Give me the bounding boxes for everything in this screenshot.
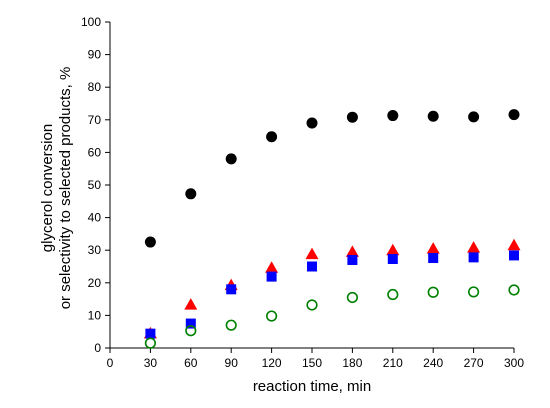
tick-labels: 0 30 60 90 120 150 180 210 240 270 300 0 10 20 30 40 50 6… bbox=[81, 15, 524, 370]
data-point-open-circle bbox=[387, 288, 399, 301]
y-tick-label: 10 bbox=[88, 308, 102, 322]
data-point-square bbox=[307, 261, 317, 272]
data-point-circle bbox=[185, 188, 197, 200]
data-point-circle bbox=[346, 111, 358, 123]
data-point-square bbox=[145, 328, 156, 339]
data-point-circle bbox=[225, 153, 237, 165]
y-tick-label: 70 bbox=[88, 113, 102, 127]
x-tick-label: 30 bbox=[144, 356, 158, 370]
y-tick-label: 90 bbox=[88, 48, 102, 62]
data-point-open-circle bbox=[468, 286, 480, 298]
data-point-square bbox=[428, 253, 439, 264]
data-point-circle bbox=[306, 117, 318, 129]
data-point-triangle bbox=[265, 261, 279, 273]
data-point-open-circle bbox=[144, 337, 156, 349]
x-tick-label: 210 bbox=[383, 356, 403, 370]
data-point-open-circle bbox=[306, 299, 318, 311]
x-tick-label: 180 bbox=[342, 356, 362, 370]
x-tick-label: 240 bbox=[423, 356, 443, 370]
data-point-square bbox=[509, 250, 519, 261]
series-2 bbox=[143, 238, 521, 339]
series-1 bbox=[144, 109, 520, 248]
axes bbox=[109, 22, 514, 349]
y-axis-title-line-2: or selectivity to selected products, % bbox=[57, 67, 74, 310]
data-point-triangle bbox=[467, 241, 481, 253]
data-point-open-circle bbox=[185, 325, 197, 337]
data-point-triangle bbox=[426, 242, 440, 254]
data-point-circle bbox=[144, 236, 156, 248]
x-tick-label: 120 bbox=[262, 356, 282, 370]
data-marks bbox=[143, 109, 521, 349]
y-tick-label: 0 bbox=[94, 341, 101, 355]
data-point-triangle bbox=[507, 238, 521, 251]
data-point-triangle bbox=[345, 245, 359, 257]
y-tick-label: 50 bbox=[88, 178, 102, 192]
y-axis-title: glycerol conversion or selectivity to se… bbox=[39, 67, 74, 310]
y-tick-label: 20 bbox=[88, 276, 102, 290]
data-point-triangle bbox=[184, 298, 198, 310]
y-tick-label: 30 bbox=[88, 243, 102, 257]
data-point-circle bbox=[266, 131, 278, 143]
y-tick-label: 100 bbox=[81, 15, 101, 29]
data-point-open-circle bbox=[225, 319, 237, 331]
data-point-triangle bbox=[386, 243, 400, 256]
data-point-square bbox=[226, 284, 237, 295]
x-tick-label: 150 bbox=[302, 356, 322, 370]
data-point-square bbox=[185, 318, 196, 329]
data-point-circle bbox=[468, 111, 480, 123]
data-point-circle bbox=[508, 109, 520, 121]
x-tick-label: 300 bbox=[504, 356, 524, 370]
x-axis-title: reaction time, min bbox=[253, 378, 371, 395]
data-point-square bbox=[347, 254, 358, 265]
data-point-open-circle bbox=[508, 284, 520, 296]
data-point-triangle bbox=[305, 247, 319, 260]
data-point-open-circle bbox=[266, 310, 278, 322]
x-tick-label: 270 bbox=[464, 356, 484, 370]
data-point-square bbox=[387, 254, 398, 265]
data-point-open-circle bbox=[346, 291, 359, 304]
data-point-circle bbox=[427, 110, 439, 122]
y-tick-label: 40 bbox=[88, 211, 102, 225]
data-point-open-circle bbox=[427, 286, 439, 298]
tick-marks bbox=[105, 21, 515, 353]
x-tick-label: 60 bbox=[184, 356, 198, 370]
x-tick-label: 0 bbox=[107, 356, 114, 370]
data-point-circle bbox=[387, 110, 399, 122]
series-4 bbox=[144, 284, 520, 349]
y-tick-label: 80 bbox=[88, 80, 102, 94]
y-tick-label: 60 bbox=[88, 145, 102, 159]
series-3 bbox=[145, 250, 519, 339]
y-axis-title-line-1: glycerol conversion bbox=[39, 124, 56, 252]
x-tick-label: 90 bbox=[225, 356, 239, 370]
data-point-square bbox=[468, 252, 479, 263]
data-point-square bbox=[266, 271, 277, 282]
